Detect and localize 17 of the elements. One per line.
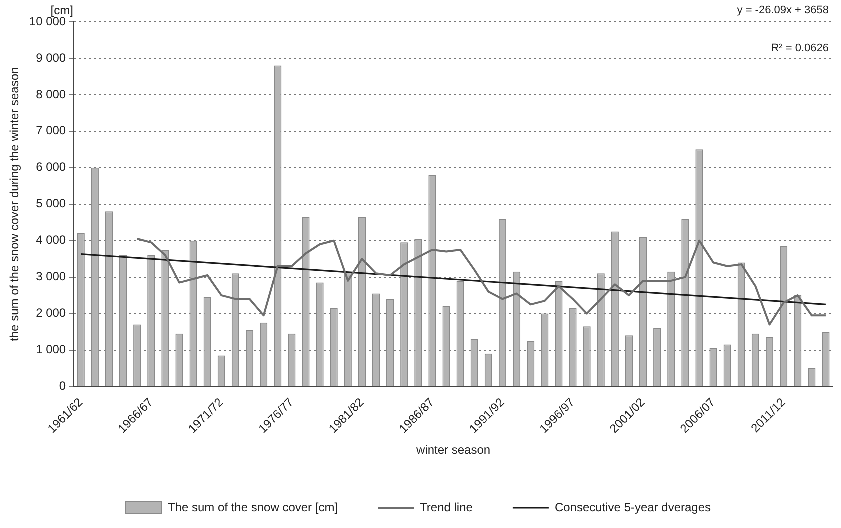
y-tick-label: 3 000 <box>36 270 66 284</box>
y-tick-label: 0 <box>59 379 66 394</box>
y-tick-label: 6 000 <box>36 160 66 174</box>
annotation: R² = 0.0626 <box>771 42 829 55</box>
y-tick-label: 7 000 <box>36 124 66 138</box>
text: y = -26.09x + 3658 <box>737 4 829 17</box>
y-tick-label: 1 000 <box>36 342 66 357</box>
legend-label: The sum of the snow cover [cm] <box>168 500 338 514</box>
y-tick-label: 4 000 <box>36 233 66 248</box>
y-tick-label: 8 000 <box>36 87 66 102</box>
legend-label: Trend line <box>420 500 474 514</box>
y-tick-label: 9 000 <box>36 50 66 65</box>
y-tick-label: 2 000 <box>36 306 66 320</box>
y-axis-title: the sum of the snow cover during the winter season <box>8 67 22 342</box>
legend-label: Consecutive 5-year dverages <box>554 500 712 514</box>
x-axis-title: winter season <box>416 443 491 458</box>
y-tick-label: 5 000 <box>36 196 66 211</box>
